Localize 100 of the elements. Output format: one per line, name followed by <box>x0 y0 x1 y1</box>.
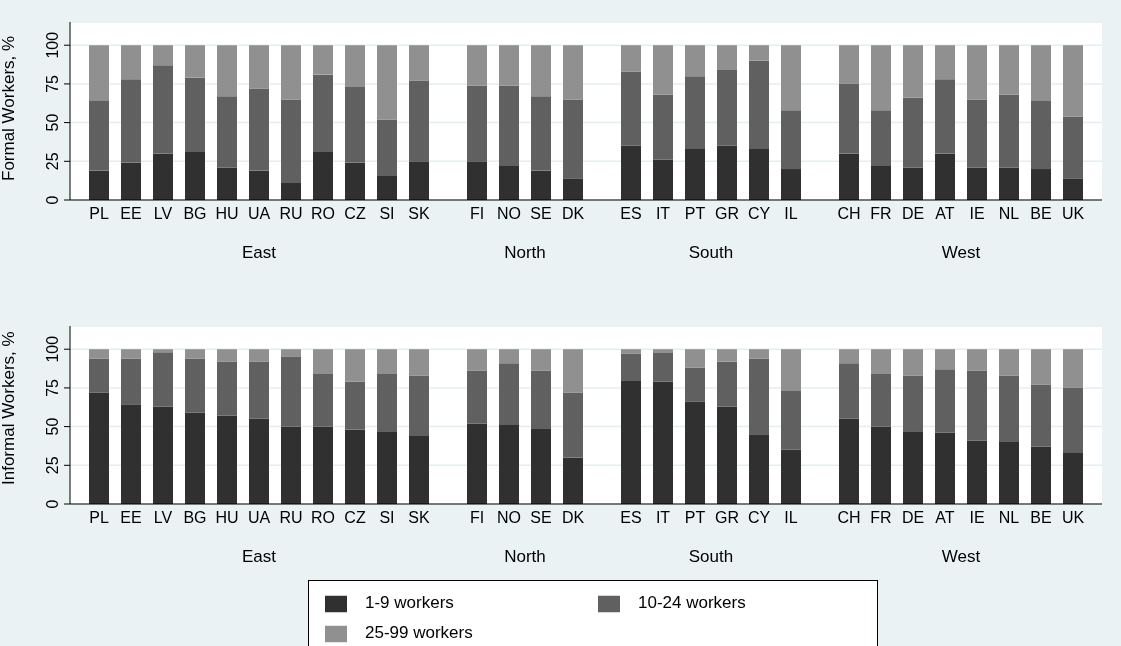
bar <box>89 170 109 200</box>
bar <box>409 80 429 162</box>
x-tick-label: UK <box>1061 205 1085 223</box>
bar <box>685 401 705 504</box>
bar <box>249 88 269 171</box>
y-tick-label: 75 <box>44 378 61 397</box>
x-tick-label: EE <box>120 509 142 527</box>
bar <box>621 349 641 354</box>
bar <box>1031 45 1051 101</box>
bar <box>1031 100 1051 170</box>
x-tick-label: DE <box>901 205 925 223</box>
x-tick-label: BE <box>1030 205 1052 223</box>
bar <box>153 352 173 407</box>
x-tick-label: HU <box>215 205 239 223</box>
bar <box>749 349 769 359</box>
x-tick-label: RO <box>311 509 335 527</box>
bar <box>185 77 205 153</box>
bar <box>839 363 859 419</box>
x-tick-label: BG <box>183 509 207 527</box>
bar <box>467 161 487 200</box>
bar <box>153 349 173 353</box>
bar <box>467 349 487 371</box>
x-tick-label: BG <box>183 205 207 223</box>
bar <box>781 45 801 111</box>
bar <box>377 119 397 176</box>
x-tick-label: NO <box>497 205 521 223</box>
bar <box>345 349 365 382</box>
bar <box>935 432 955 504</box>
bar <box>781 110 801 170</box>
bar <box>89 349 109 359</box>
bar <box>999 442 1019 504</box>
bar <box>345 87 365 163</box>
bar <box>621 71 641 146</box>
bar <box>717 361 737 407</box>
x-tick-label: UA <box>247 509 271 527</box>
x-tick-label: DE <box>901 509 925 527</box>
bar <box>935 153 955 200</box>
bar <box>281 349 301 357</box>
x-tick-label: FI <box>469 509 485 527</box>
bar <box>345 381 365 430</box>
bar <box>871 165 891 200</box>
bar <box>563 349 583 393</box>
bar <box>281 356 301 427</box>
x-tick-label: UK <box>1061 509 1085 527</box>
bar <box>121 358 141 405</box>
x-tick-label: CY <box>747 509 771 527</box>
bar <box>563 45 583 100</box>
x-tick-label: SK <box>408 205 430 223</box>
x-tick-label: EE <box>120 205 142 223</box>
bar <box>281 45 301 100</box>
bar <box>1063 387 1083 453</box>
bar <box>653 94 673 160</box>
bar <box>999 375 1019 443</box>
x-tick-label: NL <box>998 509 1020 527</box>
x-tick-label: PT <box>684 205 706 223</box>
bar <box>467 423 487 504</box>
bar <box>749 148 769 200</box>
bar <box>377 349 397 374</box>
x-tick-label: HU <box>215 509 239 527</box>
x-tick-label: PT <box>684 509 706 527</box>
x-tick-label: GR <box>715 509 739 527</box>
bar <box>121 349 141 359</box>
bar <box>217 96 237 168</box>
x-tick-label: RO <box>311 205 335 223</box>
bar <box>1031 169 1051 200</box>
bar <box>1031 446 1051 504</box>
bar <box>121 404 141 504</box>
bar <box>781 391 801 450</box>
bar <box>685 367 705 402</box>
bar <box>217 361 237 416</box>
y-tick-label: 50 <box>44 113 61 132</box>
bar <box>345 45 365 88</box>
bar <box>1063 452 1083 504</box>
bar <box>499 165 519 200</box>
bar <box>653 159 673 200</box>
x-tick-label: BE <box>1030 509 1052 527</box>
bar <box>781 169 801 200</box>
bar <box>1063 178 1083 200</box>
bar <box>967 370 987 441</box>
bar <box>467 45 487 86</box>
bar <box>217 167 237 200</box>
bar <box>685 148 705 200</box>
bar <box>563 392 583 458</box>
bar <box>249 418 269 504</box>
bar <box>185 349 205 359</box>
x-tick-label: FI <box>469 205 485 223</box>
bar <box>839 349 859 364</box>
bar <box>377 45 397 120</box>
bar <box>653 45 673 95</box>
bar <box>409 349 429 376</box>
bar <box>89 45 109 101</box>
bar <box>839 45 859 84</box>
bar <box>871 110 891 166</box>
bar <box>313 152 333 200</box>
bar <box>935 45 955 80</box>
x-axis-title: West <box>941 547 981 566</box>
bar <box>839 153 859 200</box>
bar <box>89 392 109 504</box>
bar <box>377 175 397 200</box>
x-tick-label: NL <box>998 205 1020 223</box>
